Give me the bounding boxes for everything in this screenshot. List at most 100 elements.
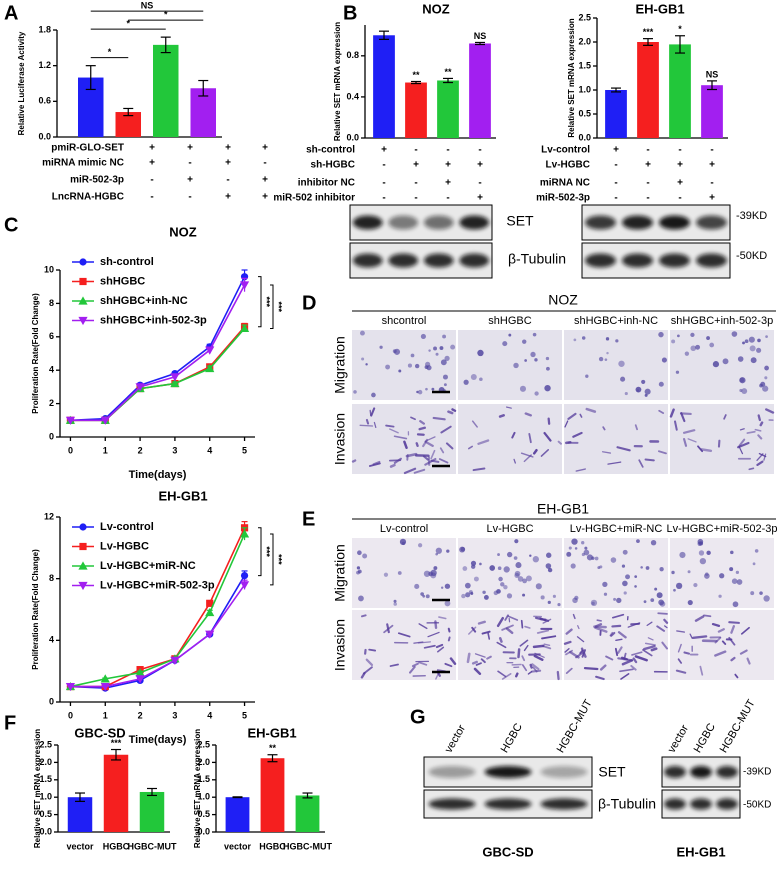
blot-band [388, 215, 419, 230]
error-bar [123, 107, 134, 117]
band-label: SET [598, 764, 626, 780]
cell [571, 538, 578, 545]
blot-band [695, 253, 728, 268]
cell [567, 412, 577, 420]
cell [644, 458, 655, 462]
bar [669, 44, 691, 138]
x-tick-label: HGBC-MUT [283, 841, 332, 851]
cell [503, 566, 510, 573]
cell [541, 635, 557, 640]
cell [623, 591, 627, 595]
column-label: Lv-HGBC+miR-502-3p [667, 523, 778, 535]
cell [564, 420, 569, 428]
cell [397, 571, 402, 575]
condition-mark: - [710, 178, 713, 189]
condition-mark: + [225, 158, 231, 169]
series-line [70, 284, 246, 422]
cell [583, 666, 599, 671]
condition-name: miR-502-3p [536, 193, 590, 204]
cell [606, 351, 609, 355]
y-axis-label: Relative SET mRNA expression [333, 22, 342, 141]
cell [370, 407, 376, 417]
cell [442, 374, 448, 380]
micrograph [564, 330, 668, 400]
size-label: -50KD [736, 250, 767, 262]
cell [602, 426, 606, 431]
cell [471, 420, 478, 428]
condition-mark: - [263, 158, 266, 169]
column-label: Lv-HGBC+miR-NC [570, 523, 663, 535]
cell [658, 450, 667, 455]
significance-label: NS [474, 31, 487, 41]
cell [472, 467, 486, 472]
cell [572, 613, 576, 620]
cell [522, 339, 527, 344]
cell [524, 359, 527, 362]
cell [521, 655, 526, 662]
cell [497, 670, 507, 678]
condition-mark: - [382, 160, 385, 171]
cell [675, 582, 683, 590]
cell [612, 613, 625, 619]
cell [414, 583, 420, 589]
marker [100, 682, 110, 692]
cell [610, 557, 617, 563]
cell [673, 588, 676, 592]
significance-label: * [678, 24, 682, 34]
y-axis-label: Relative SET mRNA expression [193, 729, 202, 848]
cell [634, 424, 638, 431]
cell [371, 392, 376, 398]
cell [679, 412, 692, 416]
cell [393, 599, 397, 603]
blot-band [658, 253, 691, 268]
cell [656, 592, 663, 599]
cell [714, 650, 727, 657]
cell [359, 424, 374, 427]
cell [748, 467, 755, 471]
comparison-label: * [126, 19, 130, 29]
condition-mark: - [414, 178, 417, 189]
x-tick-label: 4 [207, 710, 212, 720]
x-tick-label: 1 [103, 710, 108, 720]
cell [748, 336, 755, 343]
cell [607, 461, 622, 465]
column-label: shHGBC+inh-502-3p [671, 315, 773, 327]
cell [572, 431, 583, 438]
cell [754, 549, 759, 553]
cell [415, 442, 419, 448]
cell [440, 425, 452, 434]
cell [420, 592, 424, 596]
cell [473, 576, 479, 582]
cell [661, 357, 667, 363]
cell [563, 640, 572, 645]
micrograph-background [352, 404, 456, 474]
cell [442, 334, 447, 339]
cell [565, 667, 573, 674]
cell [360, 671, 366, 679]
cell [737, 441, 750, 449]
condition-mark: + [477, 160, 483, 171]
y-tick-label: 1.0 [578, 84, 591, 94]
bar [437, 80, 459, 138]
cell [723, 414, 727, 420]
y-tick-label: 2.5 [197, 739, 210, 749]
legend-marker [78, 316, 88, 326]
marker [239, 529, 250, 538]
cell [542, 618, 552, 624]
series-line [70, 584, 246, 688]
cell [410, 416, 416, 421]
condition-name: Lv-control [541, 145, 590, 156]
y-axis-label: Proliferation Rate(Fold Change) [31, 549, 40, 670]
condition-name: pmiR-GLO-SET [51, 143, 124, 154]
cell [546, 366, 550, 371]
significance-label: *** [643, 27, 654, 37]
cell [369, 409, 372, 416]
error-bar [443, 77, 453, 84]
blot-band [621, 253, 654, 268]
blot-band [716, 766, 738, 778]
cell [734, 673, 739, 679]
cell [603, 592, 608, 596]
error-bar [379, 30, 389, 40]
cell [669, 408, 675, 418]
bar [405, 82, 427, 138]
